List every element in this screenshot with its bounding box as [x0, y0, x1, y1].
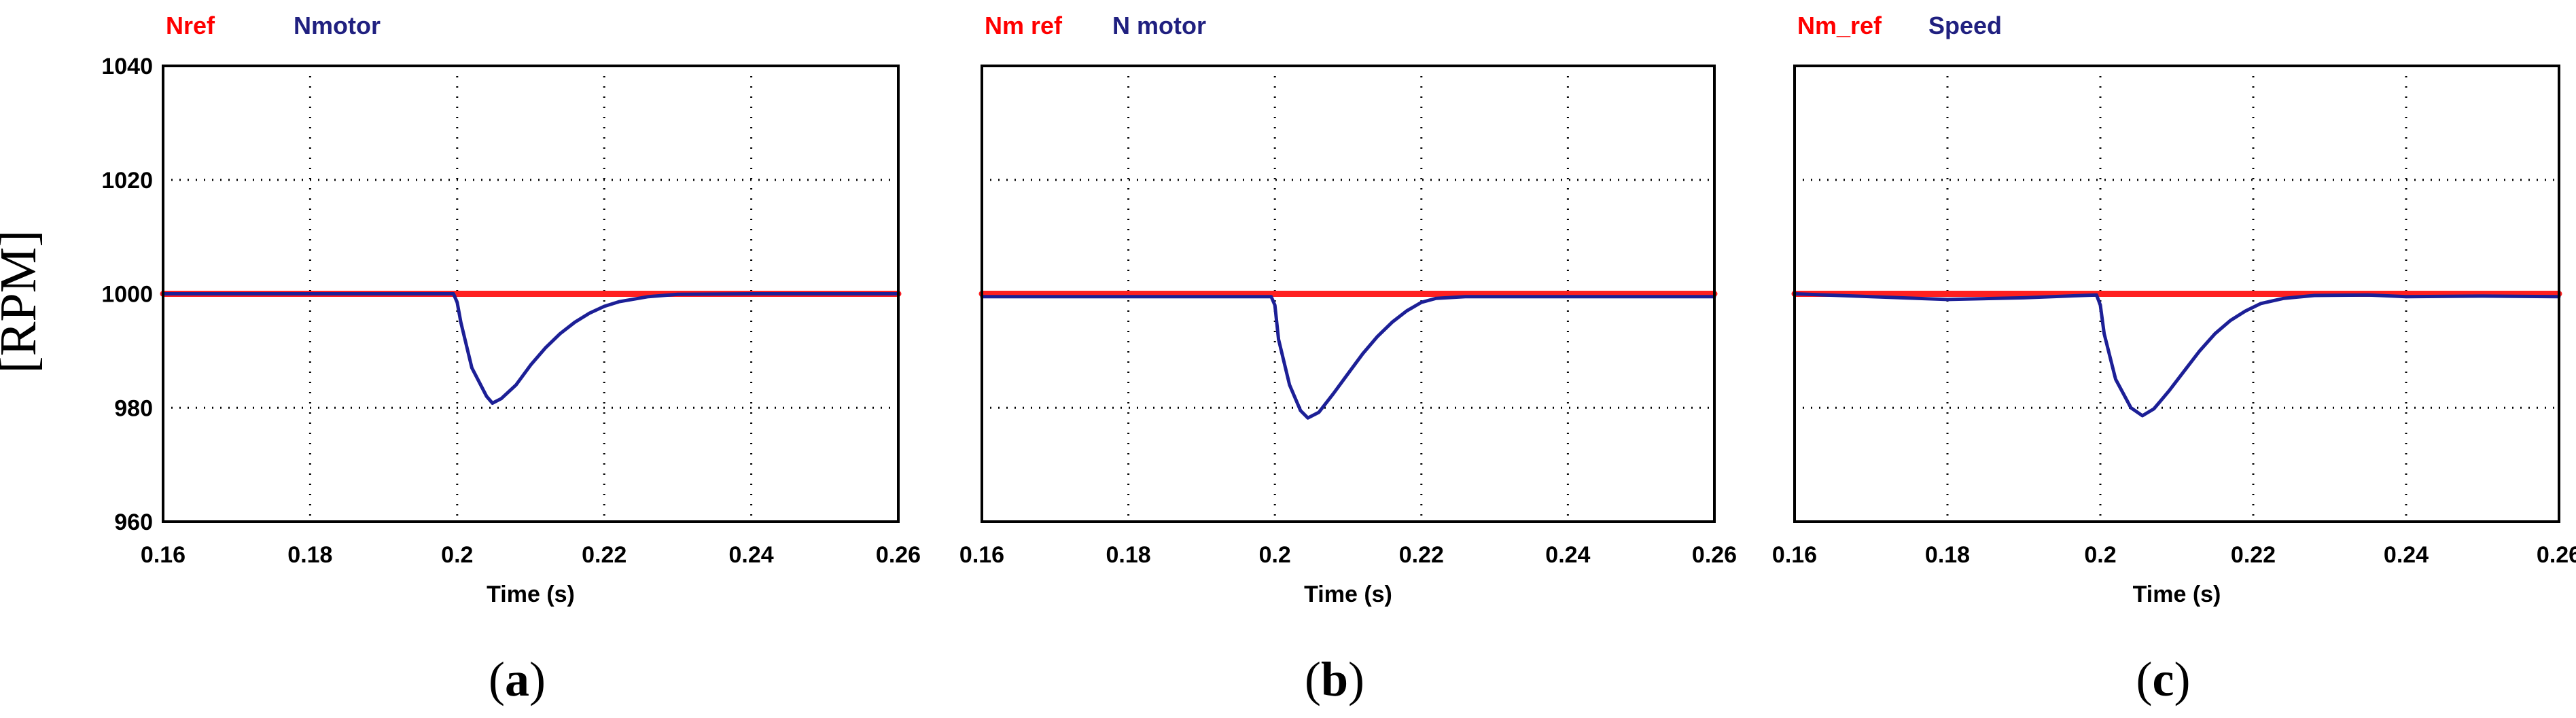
y-tick-label: 980 — [114, 395, 153, 421]
x-tick-label: 0.2 — [1259, 542, 1291, 568]
x-tick-label: 0.24 — [2384, 542, 2429, 568]
y-axis-label: [RPM] — [0, 230, 47, 373]
legend-reference-label: Nm_ref — [1797, 12, 1882, 39]
x-tick-label: 0.18 — [287, 542, 332, 568]
x-tick-label: 0.22 — [582, 542, 627, 568]
x-tick-label: 0.18 — [1106, 542, 1151, 568]
x-tick-label: 0.16 — [1772, 542, 1817, 568]
x-tick-label: 0.2 — [441, 542, 473, 568]
legend-motor-label: Speed — [1928, 12, 2002, 39]
x-tick-label: 0.18 — [1925, 542, 1970, 568]
y-tick-label: 960 — [114, 509, 153, 535]
y-tick-label: 1000 — [101, 282, 153, 308]
legend-motor-label: Nmotor — [294, 12, 381, 39]
y-tick-label: 1040 — [101, 54, 153, 79]
x-tick-label: 0.26 — [1692, 542, 1737, 568]
panel-label-close-paren: ) — [2174, 652, 2190, 706]
frames-layer — [162, 65, 2560, 523]
panel-label-close-paren: ) — [1348, 652, 1364, 706]
legend-reference-label: Nm ref — [985, 12, 1063, 39]
motor-series-line — [1793, 292, 2561, 418]
x-axis-label: Time (s) — [2133, 581, 2221, 607]
panel-label-letter: b — [1321, 652, 1348, 706]
x-tick-label: 0.2 — [2084, 542, 2116, 568]
panel-label-letter: a — [505, 652, 529, 706]
legend-reference-label: Nref — [166, 12, 215, 39]
panel-label-close-paren: ) — [529, 652, 546, 706]
x-tick-label: 0.24 — [1545, 542, 1590, 568]
panel-label-open-paren: ( — [2136, 652, 2153, 706]
x-tick-label: 0.16 — [141, 542, 186, 568]
plot-frame — [1793, 65, 2560, 523]
panel-label-open-paren: ( — [489, 652, 505, 706]
x-tick-label: 0.26 — [876, 542, 921, 568]
x-tick-label: 0.22 — [1399, 542, 1444, 568]
panel-label-open-paren: ( — [1305, 652, 1321, 706]
y-tick-label: 1020 — [101, 168, 153, 194]
x-axis-label: Time (s) — [1304, 581, 1392, 607]
panel-label-letter: c — [2153, 652, 2174, 706]
x-tick-label: 0.24 — [729, 542, 774, 568]
panel-label: (c) — [2136, 652, 2191, 706]
legend-motor-label: N motor — [1112, 12, 1206, 39]
plot-frame — [981, 65, 1716, 523]
text-layer: Nref Nmotor 0.16 0.18 0.2 0.22 0.24 0.26 1040 102… — [101, 12, 2576, 706]
grid-layer — [163, 66, 2559, 522]
motor-series-line — [161, 292, 900, 405]
series-layer — [160, 291, 2562, 420]
panel-label: (b) — [1305, 652, 1364, 706]
x-tick-label: 0.16 — [959, 542, 1004, 568]
x-tick-label: 0.26 — [2537, 542, 2576, 568]
plot-frame — [162, 65, 900, 523]
x-tick-label: 0.22 — [2231, 542, 2276, 568]
x-axis-label: Time (s) — [487, 581, 575, 607]
panel-label: (a) — [489, 652, 546, 706]
motor-series-line — [980, 295, 1716, 420]
